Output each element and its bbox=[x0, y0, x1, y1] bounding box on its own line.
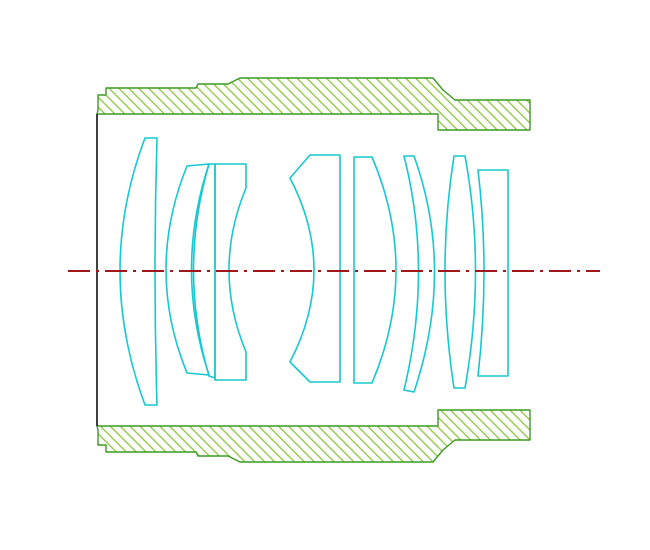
lens-7-convex bbox=[444, 155, 477, 389]
lens-8-rear bbox=[477, 169, 509, 377]
housing-bottom bbox=[96, 409, 531, 463]
housing-top bbox=[96, 77, 531, 131]
lens-3-cemented-rear bbox=[214, 163, 247, 381]
lens-3-cemented-front bbox=[192, 163, 216, 379]
lens-1-meniscus bbox=[119, 137, 158, 406]
lens-4-biconcave bbox=[289, 154, 341, 383]
lens-6-meniscus bbox=[403, 155, 436, 393]
lens-5-plano-convex bbox=[353, 156, 397, 384]
lens-2-meniscus bbox=[165, 163, 210, 376]
